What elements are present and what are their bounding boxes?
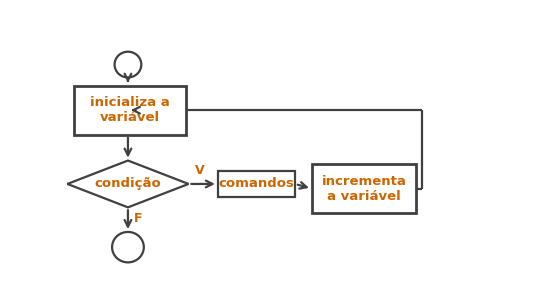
Text: F: F	[134, 212, 143, 225]
Text: condição: condição	[94, 178, 161, 190]
Text: comandos: comandos	[218, 178, 294, 190]
FancyBboxPatch shape	[74, 86, 186, 135]
Text: V: V	[195, 164, 204, 178]
FancyBboxPatch shape	[312, 164, 416, 213]
Text: incrementa
a variável: incrementa a variável	[322, 174, 406, 203]
Polygon shape	[67, 161, 189, 207]
Ellipse shape	[115, 52, 141, 78]
Ellipse shape	[112, 232, 144, 262]
FancyBboxPatch shape	[218, 171, 295, 197]
Text: inicializa a
variável: inicializa a variável	[90, 96, 170, 124]
